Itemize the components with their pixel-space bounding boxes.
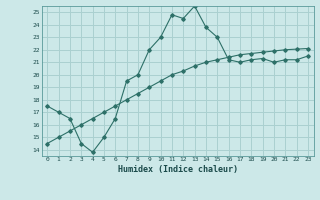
X-axis label: Humidex (Indice chaleur): Humidex (Indice chaleur) [118, 165, 237, 174]
